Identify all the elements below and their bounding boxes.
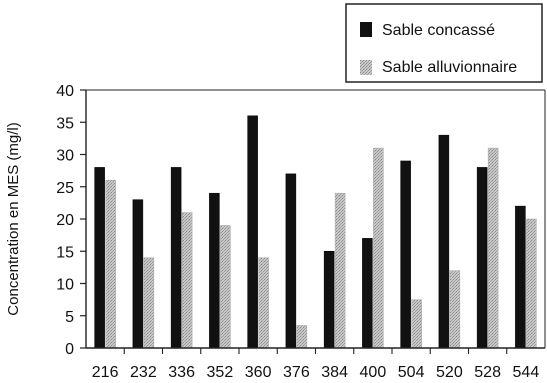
x-tick-label: 528 xyxy=(474,364,501,381)
legend-label-sable-alluvionnaire: Sable alluvionnaire xyxy=(382,59,517,76)
x-tick-label: 520 xyxy=(436,364,463,381)
bar-sable-concasse xyxy=(132,199,144,349)
x-tick-label: 376 xyxy=(283,364,310,381)
bar-sable-alluvionnaire xyxy=(220,225,231,349)
y-tick-label: 25 xyxy=(56,180,74,197)
x-tick-label: 352 xyxy=(207,364,234,381)
bar-sable-alluvionnaire xyxy=(143,257,155,349)
x-tick-label: 400 xyxy=(360,364,387,381)
x-tick-label: 360 xyxy=(245,364,272,381)
bar-sable-concasse xyxy=(400,160,411,349)
legend-swatch-sable-alluvionnaire xyxy=(360,60,372,75)
x-tick-label: 384 xyxy=(321,364,348,381)
bar-sable-concasse xyxy=(362,238,373,349)
legend: Sable concassé Sable alluvionnaire xyxy=(345,3,543,83)
bars xyxy=(94,115,537,349)
x-tick-label: 232 xyxy=(130,364,157,381)
legend-label-sable-concasse: Sable concassé xyxy=(382,22,495,39)
bar-sable-alluvionnaire xyxy=(181,212,193,349)
bar-sable-concasse xyxy=(438,134,450,349)
bar-sable-alluvionnaire xyxy=(296,325,308,349)
bar-sable-concasse xyxy=(476,167,488,349)
legend-box xyxy=(345,3,543,83)
y-tick-label: 35 xyxy=(56,115,74,132)
bar-sable-alluvionnaire xyxy=(487,147,499,349)
bar-sable-concasse xyxy=(285,173,297,349)
y-axis-title: Concentration en MES (mg/l) xyxy=(5,122,22,315)
plot-area: 0 5 10 15 20 25 30 35 40 216 232 336 352 360 376 384 40… xyxy=(56,83,546,381)
bar-sable-concasse xyxy=(515,205,526,349)
x-axis-ticks: 216 232 336 352 360 376 384 400 504 520 528 544 xyxy=(92,348,540,381)
bar-sable-concasse xyxy=(323,251,335,349)
bar-sable-alluvionnaire xyxy=(373,147,384,349)
bar-sable-alluvionnaire xyxy=(449,270,461,349)
bar-sable-alluvionnaire xyxy=(105,180,116,349)
y-tick-label: 5 xyxy=(65,309,74,326)
bar-sable-alluvionnaire xyxy=(411,299,422,349)
bar-sable-concasse xyxy=(170,167,182,349)
bar-sable-alluvionnaire xyxy=(258,257,269,349)
legend-swatch-sable-concasse xyxy=(360,22,372,37)
x-tick-label: 336 xyxy=(168,364,195,381)
x-tick-label: 544 xyxy=(513,364,540,381)
y-tick-label: 30 xyxy=(56,148,74,165)
bar-sable-concasse xyxy=(94,167,105,349)
bar-sable-concasse xyxy=(209,192,220,349)
x-tick-label: 504 xyxy=(398,364,425,381)
y-tick-label: 20 xyxy=(56,212,74,229)
bar-sable-alluvionnaire xyxy=(526,218,537,349)
bar-sable-concasse xyxy=(247,115,258,349)
y-tick-label: 10 xyxy=(56,277,74,294)
y-axis-ticks: 0 5 10 15 20 25 30 35 40 xyxy=(56,83,86,358)
bar-sable-alluvionnaire xyxy=(334,192,346,349)
y-tick-label: 40 xyxy=(56,83,74,100)
x-tick-label: 216 xyxy=(92,364,119,381)
y-tick-label: 0 xyxy=(65,341,74,358)
y-tick-label: 15 xyxy=(56,244,74,261)
